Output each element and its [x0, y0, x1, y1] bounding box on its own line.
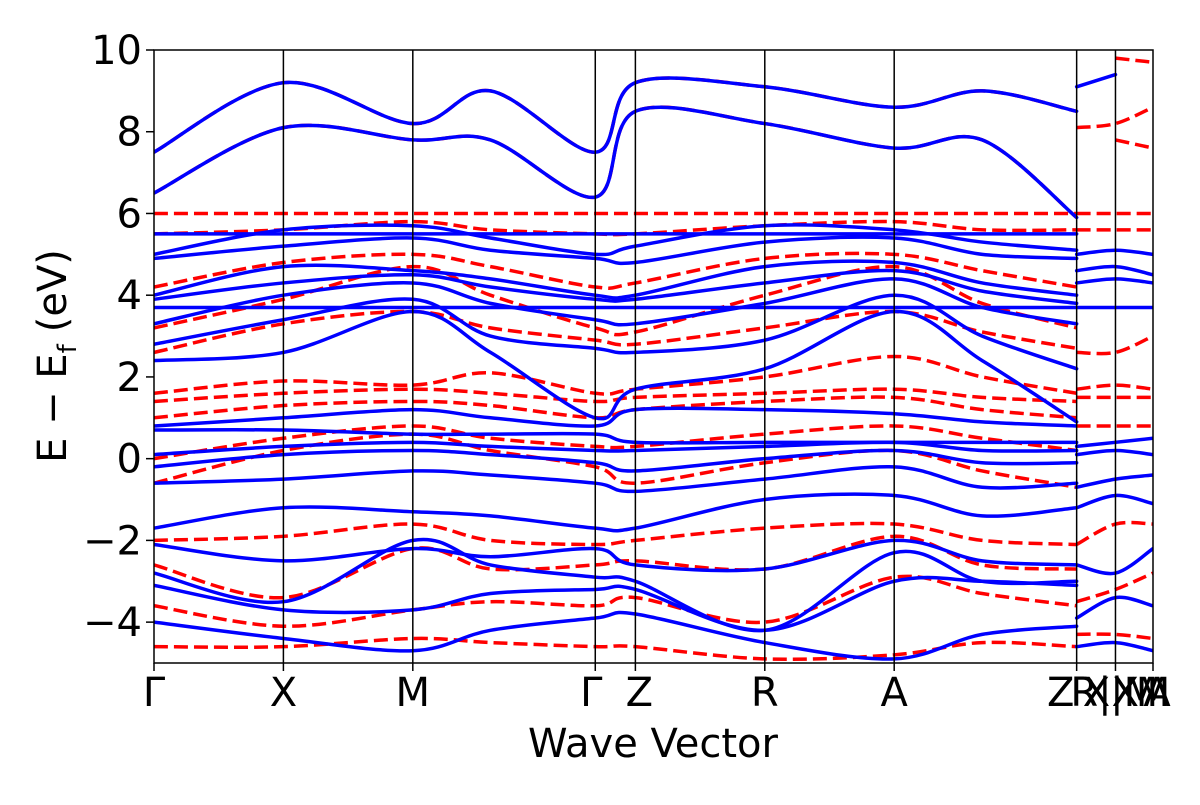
solid-band-16: [154, 76, 1079, 154]
solid-band-12: [154, 235, 1079, 266]
y-axis-ticks: −4 −2 0 2 4 6 8 10: [83, 28, 154, 646]
solid-band-11: [154, 259, 1079, 300]
dashed-band-10: [154, 105, 1078, 219]
y-tick-label: −4: [83, 600, 142, 646]
solid-band-17: [154, 538, 1079, 573]
y-tick-label: 4: [117, 273, 142, 319]
y-tick-label: 2: [117, 355, 142, 401]
y-tick-label: 0: [117, 437, 142, 483]
dashed-band-1: [154, 424, 1077, 461]
dashed-band-3: [154, 387, 1077, 404]
x-tick-label: R|X: [1070, 670, 1139, 716]
dashed-tail-band-2: [1115, 56, 1153, 64]
x-tick-label: A: [881, 670, 909, 716]
plot-frame: [153, 49, 1154, 664]
x-tick-label: R: [751, 670, 779, 716]
x-tick-label: X|M: [1083, 670, 1158, 716]
dashed-band-2: [154, 395, 1077, 420]
solid-band-5: [154, 406, 1079, 428]
dashed-band-5: [154, 309, 1077, 355]
x-tick-label: X: [270, 670, 297, 716]
solid-band-0: [154, 492, 1079, 533]
dashed-tail-band-0: [1076, 105, 1153, 130]
y-tick-label: 6: [117, 191, 142, 237]
y-axis-label-subscript: f: [53, 343, 83, 353]
solid-band-6: [154, 309, 1079, 424]
solid-band-10: [154, 268, 1079, 306]
solid-band-2: [154, 448, 1079, 473]
y-tick-label: 8: [117, 110, 142, 156]
solid-band-3: [154, 440, 1079, 457]
x-tick-label: M: [1136, 670, 1171, 716]
dashed-tail-band-12: [1076, 383, 1153, 391]
x-tick-label: Z: [1047, 670, 1074, 716]
solid-band-20: [154, 610, 1079, 661]
dashed-band-4: [154, 354, 1077, 396]
x-tick-label: M: [396, 670, 431, 716]
dashed-band-13: [154, 534, 1077, 600]
dashed-tail-band-10: [1076, 334, 1153, 356]
high-symmetry-lines: [282, 50, 1117, 663]
solid-band-15: [154, 105, 1079, 220]
y-tick-label: −2: [83, 518, 142, 564]
solid-band-8: [154, 277, 1079, 327]
dashed-band-12: [154, 521, 1077, 547]
y-axis-label-main: E − E: [30, 353, 76, 463]
y-axis-label-unit: (eV): [30, 249, 76, 332]
x-tick-label: A: [1143, 670, 1171, 716]
dashed-band-15: [154, 636, 1077, 662]
x-tick-label: Z: [626, 670, 653, 716]
bands-layer: [154, 56, 1153, 662]
dashed-band-7: [154, 251, 1077, 290]
solid-band-18: [154, 537, 1079, 633]
solid-tail-band-3: [1074, 72, 1118, 89]
y-tick-label: 10: [91, 28, 142, 74]
solid-band-1: [154, 464, 1079, 494]
solid-band-19: [154, 575, 1079, 633]
dashed-tail-band-1: [1115, 138, 1153, 150]
x-axis-ticks: Γ X M Γ Z R A ZR|XX|MMA: [143, 663, 1171, 716]
dashed-tail-band-22: [1076, 632, 1153, 641]
y-axis-label: E − Ef (eV): [30, 249, 83, 463]
solid-band-13: [154, 223, 1079, 257]
x-tick-label: Γ: [580, 670, 603, 716]
x-axis-label: Wave Vector: [528, 721, 779, 767]
x-tick-label: Γ: [143, 670, 166, 716]
solid-band-4: [154, 428, 1079, 445]
